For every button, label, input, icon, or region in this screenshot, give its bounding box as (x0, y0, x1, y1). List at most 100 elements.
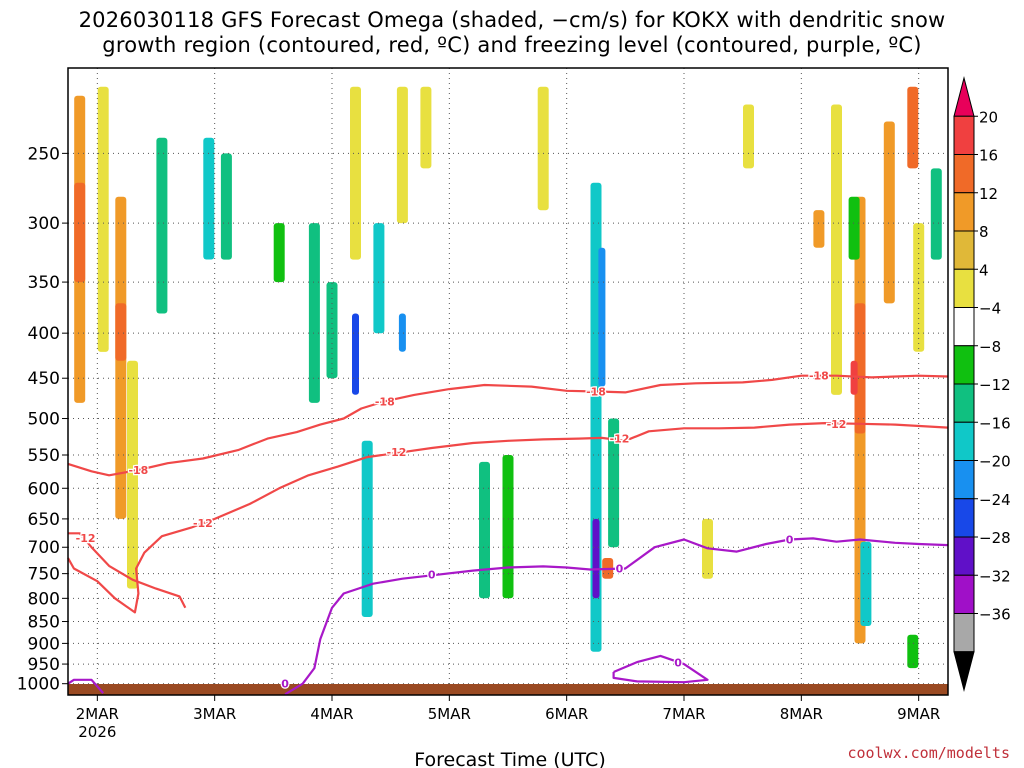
contour-layer: -18 -18 -18 -18 -12 -12 -12 -12 -12 0 0 0 0 0 (67, 368, 949, 696)
x-axis-label: Forecast Time (UTC) (414, 749, 605, 768)
omega-cell-21 (537, 86, 549, 211)
contour-label--12-1: -12 (193, 517, 213, 530)
colorbar-label-6: −8 (979, 338, 1001, 356)
y-tick-label-650: 650 (28, 510, 60, 530)
x-tick-label-7MAR: 7MAR (662, 705, 705, 723)
colorbar-label-12: −32 (979, 567, 1011, 585)
y-tick-label-1000: 1000 (17, 675, 60, 695)
colorbar-label-5: −4 (979, 300, 1001, 318)
y-tick-label-700: 700 (28, 538, 60, 558)
omega-cell-19 (479, 461, 490, 599)
colorbar-label-3: 8 (979, 223, 989, 241)
omega-cell-2 (97, 86, 109, 352)
x-tick-label-2MAR: 2MAR (76, 705, 119, 723)
omega-cell-37 (907, 86, 919, 169)
omega-cell-26 (608, 418, 620, 548)
contour-label--18-2: -18 (586, 386, 606, 399)
colorbar-label-13: −36 (979, 606, 1011, 624)
colorbar-label-7: −12 (979, 376, 1011, 394)
contour-label--18-3: -18 (809, 370, 829, 383)
colorbar-bin-7 (953, 345, 975, 385)
colorbar-bin-8 (953, 383, 975, 423)
y-tick-label-950: 950 (28, 655, 60, 675)
omega-cell-12 (352, 313, 359, 395)
x-tick-label-8MAR: 8MAR (780, 705, 823, 723)
colorbar-bin-2 (953, 154, 975, 194)
omega-cell-4 (115, 303, 127, 361)
omega-cell-1 (74, 182, 86, 283)
omega-cell-39 (930, 168, 942, 260)
contour--18-seg-0 (67, 374, 949, 477)
omega-cell-16 (398, 313, 406, 352)
colorbar-label-0: 20 (979, 108, 998, 126)
colorbar-label-10: −24 (979, 491, 1011, 509)
omega-cell-23 (592, 518, 600, 599)
colorbar-bin-9 (953, 421, 975, 461)
omega-cell-40 (907, 634, 919, 669)
omega-cell-7 (203, 137, 215, 260)
omega-cell-38 (913, 223, 925, 352)
chart-title-line-1: 2026030118 GFS Forecast Omega (shaded, −… (78, 8, 946, 32)
y-tick-label-800: 800 (28, 589, 60, 609)
colorbar-bin-11 (953, 498, 975, 538)
omega-shading-layer (74, 86, 942, 669)
omega-cell-35 (848, 196, 860, 260)
y-tick-label-850: 850 (28, 613, 60, 633)
y-tick-label-750: 750 (28, 565, 60, 585)
contour-label-0-4: 0 (674, 657, 682, 670)
ground-surface (68, 684, 948, 695)
contour-label-0-1: 0 (428, 569, 436, 582)
colorbar-label-1: 16 (979, 147, 998, 165)
omega-cell-9 (273, 223, 285, 283)
contour--12-seg-1 (68, 532, 187, 609)
plot-frame (67, 67, 949, 696)
contour-label--12-2: -12 (387, 446, 407, 459)
y-tick-label-350: 350 (28, 273, 60, 293)
contour-label-0-2: 0 (616, 563, 624, 576)
colorbar-bin-10 (953, 460, 975, 500)
y-tick-label-900: 900 (28, 634, 60, 654)
colorbar-label-11: −28 (979, 529, 1011, 547)
contour-label--12-0: -12 (76, 532, 96, 545)
omega-cell-20 (502, 455, 514, 599)
ground-band (68, 684, 948, 695)
colorbar-bin-4 (953, 230, 975, 270)
colorbar-label-9: −20 (979, 453, 1011, 471)
omega-cell-10 (308, 223, 320, 403)
colorbar-bin-6 (953, 307, 975, 347)
contour-label--18-0: -18 (128, 464, 148, 477)
x-tick-label-9MAR: 9MAR (897, 705, 940, 723)
contour-label--12-4: -12 (827, 418, 847, 431)
omega-cell-18 (420, 86, 432, 169)
omega-cell-13 (350, 86, 361, 260)
colorbar-bin-14 (953, 613, 975, 653)
omega-cell-15 (373, 223, 385, 334)
contour-0-seg-1 (612, 654, 709, 684)
x-tick-label-5MAR: 5MAR (428, 705, 471, 723)
credit-link[interactable]: coolwx.com/modelts (847, 744, 1010, 762)
x-tick-label-4MAR: 4MAR (310, 705, 353, 723)
colorbar-arrow-top (953, 76, 975, 117)
omega-cell-11 (326, 282, 338, 379)
omega-cell-32 (854, 303, 866, 434)
contour-label--18-1: -18 (375, 395, 395, 408)
y-tick-label-500: 500 (28, 410, 60, 430)
chart-title-line-2: growth region (contoured, red, ºC) and f… (102, 33, 922, 57)
y-tick-label-600: 600 (28, 479, 60, 499)
colorbar-bin-5 (953, 268, 975, 308)
omega-cell-28 (743, 104, 754, 169)
contour-label--12-3: -12 (610, 433, 630, 446)
axis-layer: 2503003504004505005506006507007508008509… (17, 67, 949, 741)
colorbar-bin-3 (953, 192, 975, 232)
colorbar-bin-1 (953, 115, 975, 155)
contour--12-seg-0 (67, 422, 949, 614)
colorbar-label-4: 4 (979, 261, 989, 279)
colorbar-legend: 20 16 12 8 4 −4 −8 −12 −16 −20 −24 −28 −32 −36 (953, 76, 1011, 692)
x-tick-label-6MAR: 6MAR (545, 705, 588, 723)
y-tick-label-400: 400 (28, 324, 60, 344)
y-tick-label-300: 300 (28, 214, 60, 234)
omega-cell-17 (396, 86, 408, 224)
omega-cell-8 (220, 153, 232, 260)
colorbar-label-2: 12 (979, 185, 998, 203)
